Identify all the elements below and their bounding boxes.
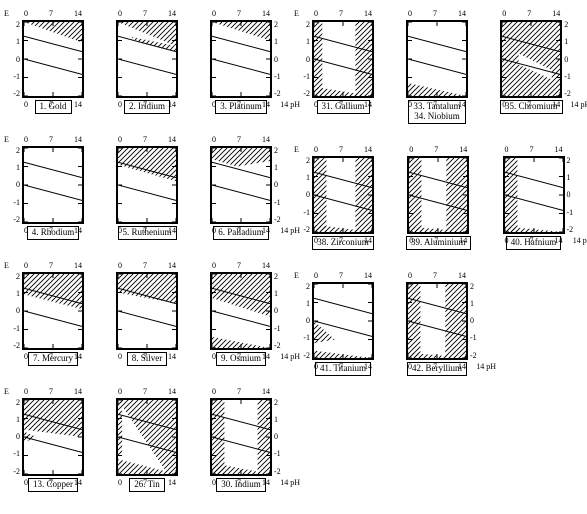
y-axis-label: E (4, 135, 9, 144)
y-axis-label: E (4, 387, 9, 396)
x-ticks-top: 0714 (22, 135, 84, 144)
pourbaix-grid: 07140714210-1-2E1. Gold071407142. Iridiu… (8, 8, 579, 506)
y-ticks-left: 210-1-2 (10, 146, 20, 224)
panel-row: 07140714210-1-2E4. Rhodium071407145. Rut… (8, 134, 286, 254)
panel-caption-35: 35. Chromium (500, 100, 563, 114)
pourbaix-panel-42: 07140714210-1-214 pH42. Beryllium (406, 282, 468, 376)
x-ticks-top: 0714 (210, 9, 272, 18)
pourbaix-panel-33: 0714071433. Tantalum 34. Niobium (406, 20, 468, 124)
y-ticks-left: 210-1-2 (300, 20, 310, 98)
y-ticks-right: 210-1-2 (274, 146, 284, 224)
panel-caption-5: 5. Ruthenium (118, 226, 177, 240)
y-ticks-right: 210-1-2 (470, 282, 480, 360)
x-ticks-top: 0714 (406, 271, 468, 280)
y-axis-label: E (294, 271, 299, 280)
panel-caption-8: 8. Silver (127, 352, 168, 366)
x-ticks-top: 0714 (210, 135, 272, 144)
panel-caption-41: 41. Titanium (315, 362, 371, 376)
panel-caption-6: 6. Palladium (213, 226, 269, 240)
x-axis-label: 14 pH (570, 100, 587, 109)
y-ticks-left: 210-1-2 (10, 398, 20, 476)
y-ticks-right: 210-1-2 (274, 398, 284, 476)
y-axis-label: E (294, 9, 299, 18)
pourbaix-panel-40: 07140714210-1-214 pH40. Hafnium (503, 156, 565, 250)
panel-row: 07140714210-1-2E13. Copper0714071426. Ti… (8, 386, 286, 506)
y-ticks-left: 210-1-2 (10, 20, 20, 98)
x-ticks-top: 0714 (116, 387, 178, 396)
y-axis-label: E (4, 261, 9, 270)
y-ticks-left: 210-1-2 (300, 282, 310, 360)
x-ticks-top: 0714 (312, 9, 374, 18)
panel-caption-9: 9. Osmium (216, 352, 266, 366)
panel-row: 07140714210-1-2E38. Zirconium0714071439.… (298, 144, 579, 264)
pourbaix-panel-30: 07140714210-1-214 pH30. Indium (210, 398, 272, 492)
panel-caption-38: 38. Zirconium (312, 236, 374, 250)
y-ticks-right: 210-1-2 (564, 20, 574, 98)
pourbaix-panel-7: 07140714210-1-2E7. Mercury (22, 272, 84, 366)
y-ticks-right: 210-1-2 (567, 156, 577, 234)
pourbaix-panel-8: 071407148. Silver (116, 272, 178, 366)
x-ticks-top: 0714 (116, 261, 178, 270)
right-column: 07140714210-1-2E31. Gallium0714071433. T… (298, 8, 579, 506)
pourbaix-panel-4: 07140714210-1-2E4. Rhodium (22, 146, 84, 240)
pourbaix-panel-9: 07140714210-1-214 pH9. Osmium (210, 272, 272, 366)
panel-row: 07140714210-1-2E31. Gallium0714071433. T… (298, 8, 579, 138)
pourbaix-panel-39: 0714071439. Aluminium (406, 156, 471, 250)
panel-caption-3: 3. Platinum (215, 100, 267, 114)
pourbaix-panel-38: 07140714210-1-2E38. Zirconium (312, 156, 374, 250)
panel-caption-13: 13. Copper (28, 478, 78, 492)
x-ticks-top: 0714 (312, 145, 374, 154)
pourbaix-panel-26: 0714071426. Tin (116, 398, 178, 492)
y-ticks-right: 210-1-2 (274, 20, 284, 98)
panel-caption-1: 1. Gold (35, 100, 72, 114)
pourbaix-panel-13: 07140714210-1-2E13. Copper (22, 398, 84, 492)
x-axis-label: 14 pH (280, 100, 300, 109)
x-axis-label: 14 pH (280, 352, 300, 361)
y-ticks-right: 210-1-2 (274, 272, 284, 350)
x-axis-label: 14 pH (280, 478, 300, 487)
panel-caption-4: 4. Rhodium (27, 226, 80, 240)
pourbaix-panel-6: 07140714210-1-214 pH6. Palladium (210, 146, 272, 240)
x-ticks-top: 0714 (22, 387, 84, 396)
panel-caption-39: 39. Aluminium (406, 236, 471, 250)
panel-caption-30: 30. Indium (216, 478, 266, 492)
pourbaix-panel-41: 07140714210-1-2E41. Titanium (312, 282, 374, 376)
pourbaix-panel-31: 07140714210-1-2E31. Gallium (312, 20, 374, 114)
x-axis-label: 14 pH (280, 226, 300, 235)
pourbaix-panel-5: 071407145. Ruthenium (116, 146, 178, 240)
x-ticks-top: 0714 (312, 271, 374, 280)
x-ticks-top: 0714 (22, 9, 84, 18)
x-ticks-top: 0714 (406, 9, 468, 18)
y-axis-label: E (294, 145, 299, 154)
x-ticks-top: 0714 (500, 9, 562, 18)
panel-row: 07140714210-1-2E41. Titanium07140714210-… (298, 270, 579, 390)
y-axis-label: E (4, 9, 9, 18)
x-ticks-top: 0714 (407, 145, 469, 154)
panel-caption-31: 31. Gallium (317, 100, 370, 114)
x-ticks-top: 0714 (503, 145, 565, 154)
x-axis-label: 14 pH (476, 362, 496, 371)
panel-caption-2: 2. Iridium (124, 100, 170, 114)
panel-row: 07140714210-1-2E1. Gold071407142. Iridiu… (8, 8, 286, 128)
x-ticks-top: 0714 (210, 387, 272, 396)
x-ticks-top: 0714 (210, 261, 272, 270)
x-ticks-top: 0714 (116, 9, 178, 18)
pourbaix-panel-1: 07140714210-1-2E1. Gold (22, 20, 84, 114)
panel-caption-40: 40. Hafnium (506, 236, 562, 250)
panel-caption-26: 26. Tin (129, 478, 165, 492)
left-column: 07140714210-1-2E1. Gold071407142. Iridiu… (8, 8, 286, 506)
panel-caption-42: 42. Beryllium (407, 362, 467, 376)
y-ticks-left: 210-1-2 (300, 156, 310, 234)
pourbaix-panel-2: 071407142. Iridium (116, 20, 178, 114)
x-ticks-top: 0714 (22, 261, 84, 270)
panel-caption-7: 7. Mercury (28, 352, 78, 366)
y-ticks-left: 210-1-2 (10, 272, 20, 350)
x-axis-label: 14 pH (573, 236, 587, 245)
panel-caption-33: 33. Tantalum 34. Niobium (408, 100, 465, 124)
pourbaix-panel-3: 07140714210-1-214 pH3. Platinum (210, 20, 272, 114)
x-ticks-top: 0714 (116, 135, 178, 144)
pourbaix-panel-35: 07140714210-1-214 pH35. Chromium (500, 20, 563, 114)
panel-row: 07140714210-1-2E7. Mercury071407148. Sil… (8, 260, 286, 380)
